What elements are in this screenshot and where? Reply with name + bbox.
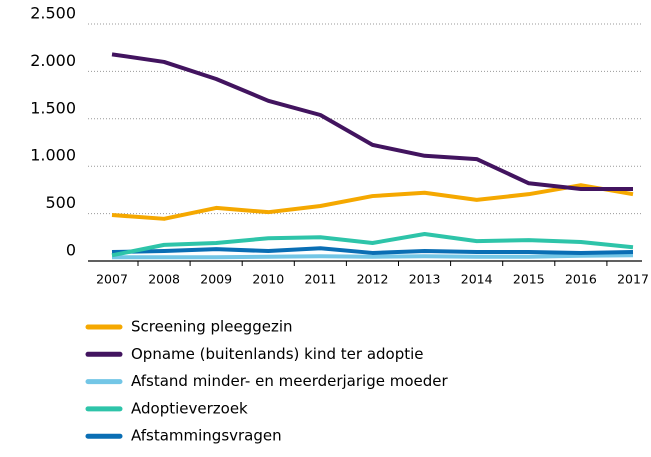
y-tick-label: 1.500 [30,98,76,117]
y-tick-label: 1.000 [30,146,76,165]
legend-label: Opname (buitenlands) kind ter adoptie [131,345,424,363]
x-tick-label: 2008 [148,272,180,287]
y-tick-label: 2.500 [30,4,76,23]
series-line [111,231,634,258]
series-line [112,253,634,260]
x-tick-label: 2014 [461,272,493,287]
x-tick-label: 2017 [617,272,649,287]
y-tick-label: 2.000 [30,51,76,70]
x-tick-label: 2011 [304,272,336,287]
legend-label: Afstammingsvragen [131,427,282,445]
series-line [111,183,634,221]
series-line [111,52,633,191]
x-tick-label: 2015 [513,272,545,287]
x-tick-label: 2007 [96,272,128,287]
x-tick-label: 2012 [357,272,389,287]
series-line [111,246,634,255]
y-tick-label: 0 [66,241,76,260]
x-tick-label: 2013 [409,272,441,287]
legend-label: Afstand minder- en meerderjarige moeder [131,372,448,390]
legend-label: Screening pleeggezin [131,318,293,336]
y-tick-label: 500 [45,193,76,212]
x-tick-label: 2009 [200,272,232,287]
legend-label: Adoptieverzoek [131,399,248,417]
x-tick-label: 2016 [565,272,597,287]
x-tick-label: 2010 [252,272,284,287]
